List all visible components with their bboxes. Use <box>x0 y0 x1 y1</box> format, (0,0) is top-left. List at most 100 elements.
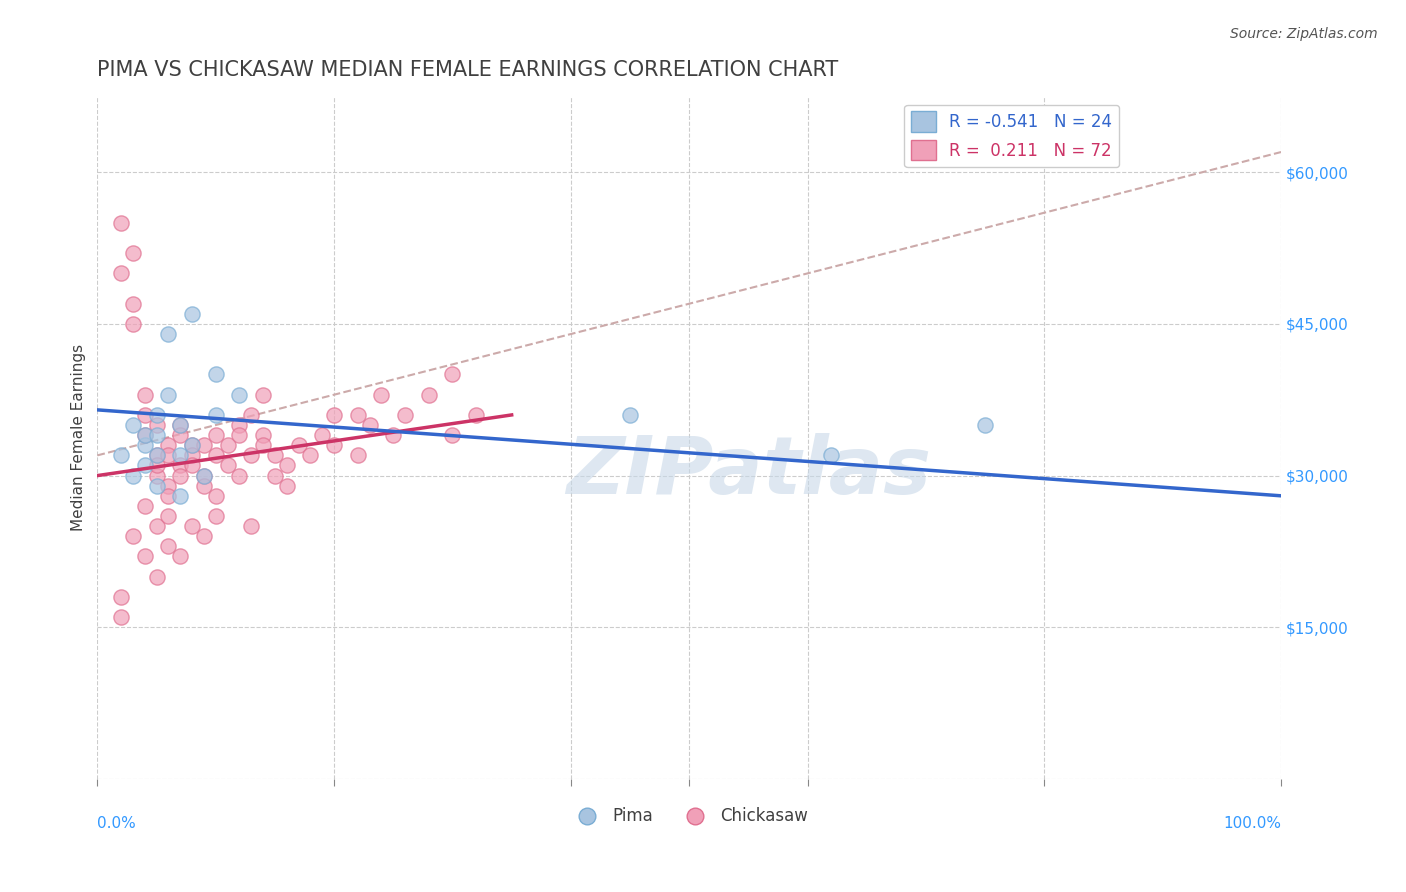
Point <box>145 408 167 422</box>
Point <box>370 387 392 401</box>
Point <box>169 449 191 463</box>
Point <box>134 499 156 513</box>
Point <box>169 468 191 483</box>
Point <box>145 479 167 493</box>
Point <box>441 368 464 382</box>
Point <box>134 549 156 564</box>
Point <box>974 417 997 432</box>
Point <box>181 449 204 463</box>
Point <box>418 387 440 401</box>
Point <box>121 246 143 260</box>
Point <box>134 458 156 473</box>
Legend: Pima, Chickasaw: Pima, Chickasaw <box>564 801 814 832</box>
Point <box>134 387 156 401</box>
Point <box>276 479 298 493</box>
Point <box>169 549 191 564</box>
Point <box>157 387 180 401</box>
Point <box>252 428 274 442</box>
Point <box>193 468 215 483</box>
Point <box>252 387 274 401</box>
Y-axis label: Median Female Earnings: Median Female Earnings <box>72 344 86 532</box>
Point <box>169 428 191 442</box>
Point <box>169 489 191 503</box>
Point <box>181 307 204 321</box>
Text: PIMA VS CHICKASAW MEDIAN FEMALE EARNINGS CORRELATION CHART: PIMA VS CHICKASAW MEDIAN FEMALE EARNINGS… <box>97 60 838 79</box>
Point <box>134 428 156 442</box>
Point <box>323 408 346 422</box>
Point <box>145 449 167 463</box>
Point <box>145 449 167 463</box>
Point <box>240 449 263 463</box>
Point <box>264 468 287 483</box>
Point <box>181 438 204 452</box>
Point <box>110 449 132 463</box>
Point <box>157 438 180 452</box>
Point <box>134 438 156 452</box>
Point <box>465 408 488 422</box>
Point <box>228 428 250 442</box>
Point <box>121 468 143 483</box>
Text: ZIPatlas: ZIPatlas <box>565 433 931 511</box>
Point <box>121 296 143 310</box>
Point <box>145 570 167 584</box>
Point <box>169 458 191 473</box>
Point <box>134 428 156 442</box>
Text: 0.0%: 0.0% <box>97 816 136 831</box>
Point <box>228 417 250 432</box>
Text: Source: ZipAtlas.com: Source: ZipAtlas.com <box>1230 27 1378 41</box>
Point <box>121 417 143 432</box>
Point <box>217 438 239 452</box>
Point <box>157 509 180 524</box>
Point <box>619 408 641 422</box>
Point <box>382 428 405 442</box>
Point <box>181 519 204 533</box>
Point <box>145 519 167 533</box>
Point <box>121 529 143 543</box>
Point <box>204 449 226 463</box>
Point <box>264 449 287 463</box>
Point <box>110 266 132 280</box>
Point <box>181 438 204 452</box>
Point <box>820 449 842 463</box>
Point <box>204 368 226 382</box>
Point <box>394 408 416 422</box>
Point <box>145 458 167 473</box>
Point <box>145 428 167 442</box>
Point <box>204 428 226 442</box>
Point <box>346 408 368 422</box>
Point <box>134 408 156 422</box>
Point <box>323 438 346 452</box>
Point <box>441 428 464 442</box>
Point <box>145 468 167 483</box>
Point <box>193 479 215 493</box>
Point <box>157 489 180 503</box>
Point <box>145 417 167 432</box>
Point <box>157 326 180 341</box>
Point <box>346 449 368 463</box>
Point <box>217 458 239 473</box>
Point <box>204 509 226 524</box>
Point <box>359 417 381 432</box>
Point <box>169 417 191 432</box>
Text: 100.0%: 100.0% <box>1223 816 1281 831</box>
Point <box>252 438 274 452</box>
Point <box>110 590 132 604</box>
Point <box>228 387 250 401</box>
Point <box>240 408 263 422</box>
Point <box>110 610 132 624</box>
Point <box>287 438 309 452</box>
Point <box>204 489 226 503</box>
Point <box>276 458 298 473</box>
Point <box>157 449 180 463</box>
Point <box>169 417 191 432</box>
Point <box>193 438 215 452</box>
Point <box>181 458 204 473</box>
Point <box>299 449 322 463</box>
Point <box>193 468 215 483</box>
Point <box>193 529 215 543</box>
Point <box>157 540 180 554</box>
Point <box>204 408 226 422</box>
Point <box>240 519 263 533</box>
Point <box>121 317 143 331</box>
Point <box>110 216 132 230</box>
